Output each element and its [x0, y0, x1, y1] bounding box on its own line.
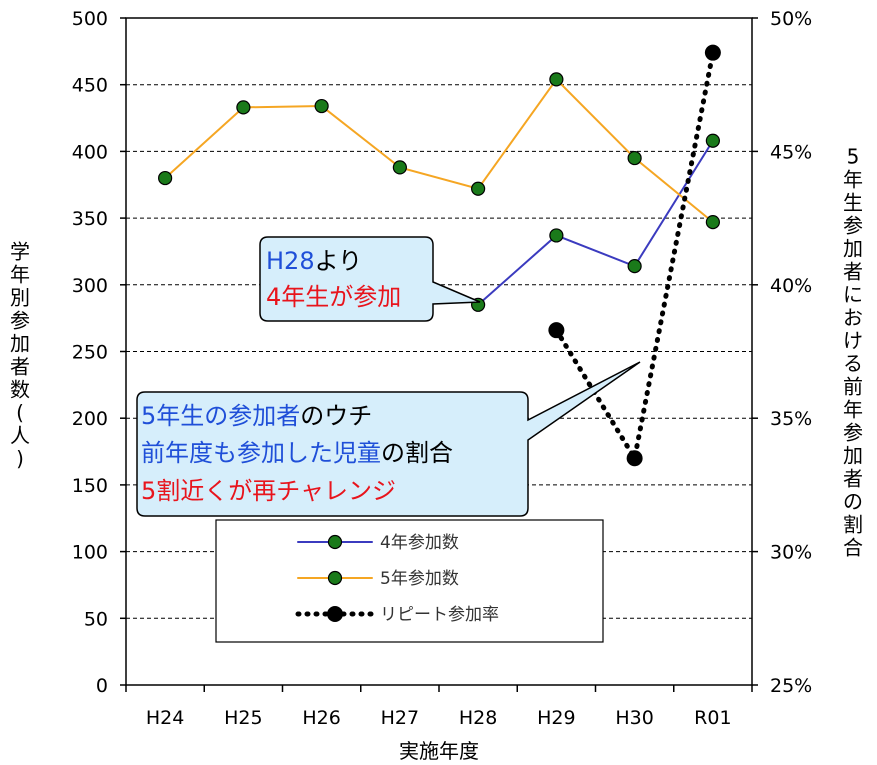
y2-tick-label: 30%	[770, 542, 812, 564]
y-tick-label: 450	[72, 75, 108, 97]
point-grade5	[158, 170, 173, 186]
x-tick-label: H28	[459, 707, 497, 729]
gridlines	[126, 84, 752, 619]
y-tick-label: 500	[72, 8, 108, 30]
callout-h28-line-1: H28より	[266, 247, 362, 275]
y2-axis-title: 5 年生参加者における前年参加者の割合	[843, 145, 863, 560]
callout-text-segment: H28	[266, 247, 315, 275]
axes: 0 50 100 150 200 250 300 350 400 450 500 25% 30% 35% 4…	[10, 8, 863, 763]
y-tick-label: 350	[72, 208, 108, 230]
callout-h28: H28より 4年生が参加	[259, 236, 481, 322]
y2-tick-label: 40%	[770, 275, 812, 297]
x-tick-label: H26	[302, 707, 340, 729]
series-line-0	[477, 139, 714, 306]
point-grade5	[549, 72, 564, 87]
point-grade5	[471, 181, 486, 196]
point-grade5	[314, 98, 329, 114]
point-repeat-rate	[548, 322, 565, 339]
y2-tick-label: 25%	[770, 675, 812, 697]
legend-swatch-marker	[327, 606, 343, 622]
callout-text-segment: 前年度も参加した児童	[141, 439, 381, 467]
point-grade5	[627, 150, 642, 166]
callout-text-segment: のウチ	[300, 402, 372, 430]
callout-h28-box	[259, 236, 481, 322]
y2-tick-label: 50%	[770, 8, 812, 30]
point-grade4	[549, 228, 564, 243]
x-tick-label: H30	[615, 707, 653, 729]
series-line-2	[553, 50, 716, 466]
y-tick-label: 250	[72, 342, 108, 364]
y-tick-label: 50	[84, 608, 108, 630]
legend-box	[215, 519, 604, 643]
y-tick-label: 200	[72, 408, 108, 430]
y-tick-label: 0	[96, 675, 108, 697]
point-grade5	[392, 160, 407, 175]
legend-label: 4年参加数	[380, 533, 459, 553]
callout-text-segment: 5年生の参加者	[141, 402, 300, 430]
callout-repeat-line-2: 前年度も参加した児童の割合	[141, 439, 453, 467]
callout-text-segment: 5割近くが再チャレンジ	[141, 477, 396, 505]
x-axis-title: 実施年度	[399, 739, 479, 763]
callout-text-segment: より	[315, 247, 363, 275]
point-repeat-rate	[626, 450, 643, 467]
y-tick-label: 150	[72, 475, 108, 497]
callout-repeat-line-1: 5年生の参加者のウチ	[141, 402, 372, 430]
x-tick-label: H27	[381, 707, 419, 729]
point-grade5	[236, 100, 251, 115]
x-tick-label: H25	[224, 707, 262, 729]
callout-repeat-line-3: 5割近くが再チャレンジ	[141, 477, 396, 505]
series-layer	[158, 44, 721, 467]
legend-swatch-marker	[327, 570, 343, 586]
y-tick-label: 400	[72, 141, 108, 163]
callout-h28-line-2: 4年生が参加	[266, 283, 401, 311]
y2-tick-label: 35%	[770, 408, 812, 430]
y2-tick-label: 45%	[770, 141, 812, 163]
x-tick-label: R01	[694, 707, 731, 729]
point-grade4	[705, 133, 720, 148]
legend-label: 5年参加数	[380, 569, 459, 589]
legend-swatch-marker	[327, 534, 343, 550]
y-axis-title: 学年別参加者数(人)	[10, 240, 30, 471]
point-grade4	[627, 259, 642, 274]
point-repeat-rate	[704, 44, 721, 61]
legend-label: リピート参加率	[380, 605, 499, 625]
x-tick-label: H29	[537, 707, 575, 729]
callout-text-segment: の割合	[381, 439, 453, 467]
callout-repeat: 5年生の参加者のウチ 前年度も参加した児童の割合 5割近くが再チャレンジ	[136, 361, 641, 517]
x-tick-label: H24	[146, 707, 184, 729]
callout-text-segment: 4年生が参加	[266, 283, 401, 311]
y-tick-label: 100	[72, 542, 108, 564]
point-grade5	[705, 215, 720, 230]
series-line-1	[164, 77, 714, 224]
y-tick-label: 300	[72, 275, 108, 297]
callout-repeat-box	[136, 361, 641, 517]
